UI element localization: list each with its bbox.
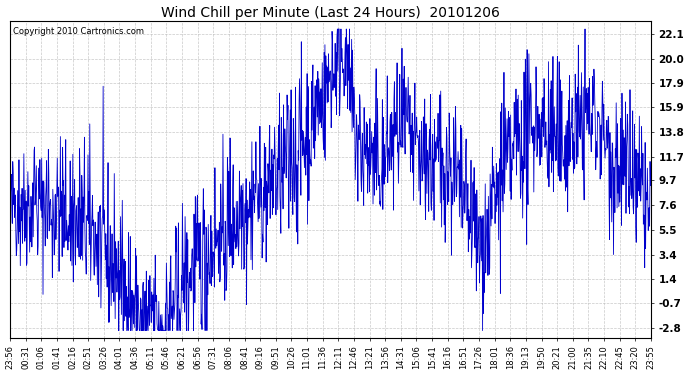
Title: Wind Chill per Minute (Last 24 Hours)  20101206: Wind Chill per Minute (Last 24 Hours) 20…	[161, 6, 500, 20]
Text: Copyright 2010 Cartronics.com: Copyright 2010 Cartronics.com	[13, 27, 144, 36]
